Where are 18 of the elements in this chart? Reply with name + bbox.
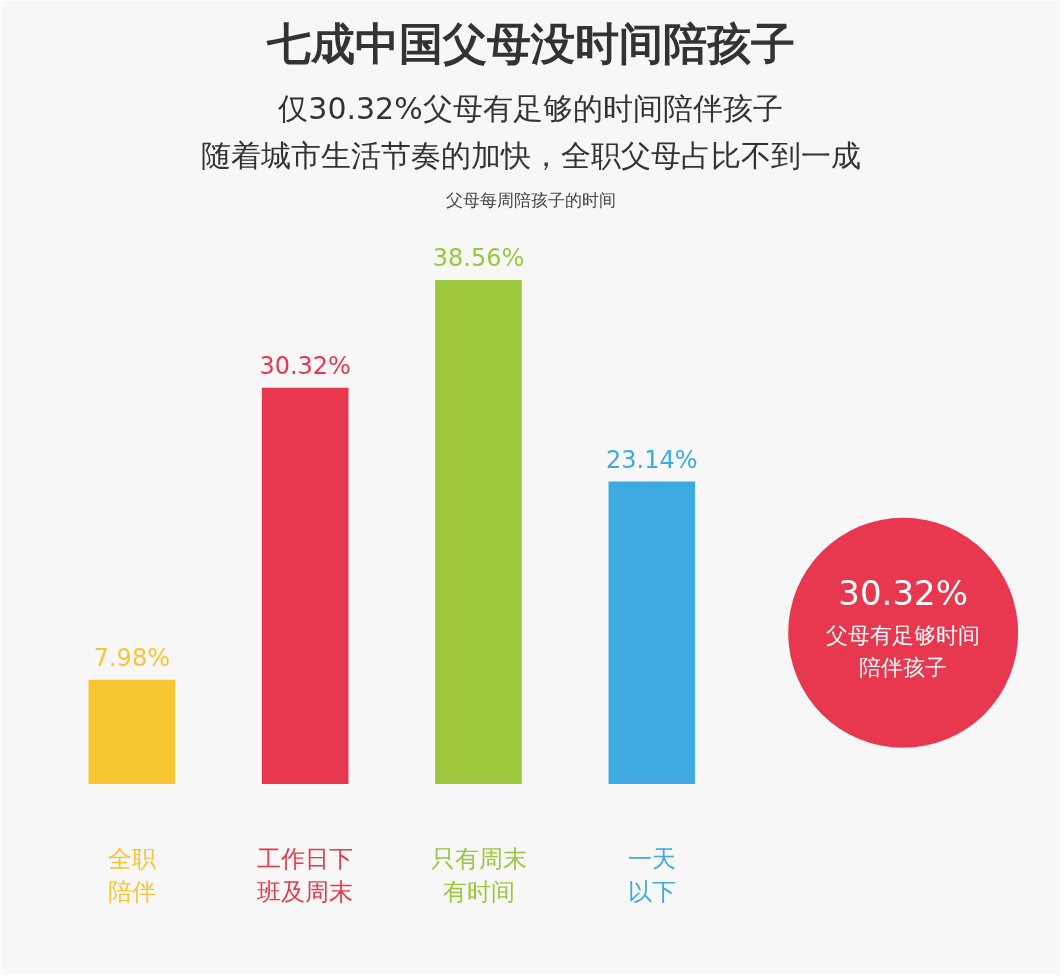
x-tick-label: 全职陪伴 — [107, 844, 156, 907]
chart-subtitle: 仅30.32%父母有足够的时间陪伴孩子 — [278, 90, 783, 126]
data-label: 7.98% — [93, 643, 170, 672]
data-label: 23.14% — [606, 445, 698, 474]
text: 父母每周陪孩子的时间 — [445, 189, 616, 210]
data-label: 30.32% — [259, 351, 351, 380]
bar — [261, 387, 349, 785]
x-tick-label: 一天以下 — [627, 844, 676, 907]
text: 30.32% — [838, 572, 968, 613]
bar — [435, 279, 522, 785]
text: 随着城市生活节奏的加快，全职父母占比不到一成 — [200, 137, 861, 173]
bar — [608, 481, 696, 785]
x-tick-label: 只有周末有时间 — [430, 844, 527, 907]
data-label: 38.56% — [432, 243, 525, 272]
bar — [88, 679, 176, 785]
x-tick-label: 工作日下班及周末 — [257, 844, 354, 907]
chart-title: 七成中国父母没时间陪孩子 — [265, 17, 795, 69]
text: 父母有足够时间陪伴孩子 — [826, 622, 981, 681]
